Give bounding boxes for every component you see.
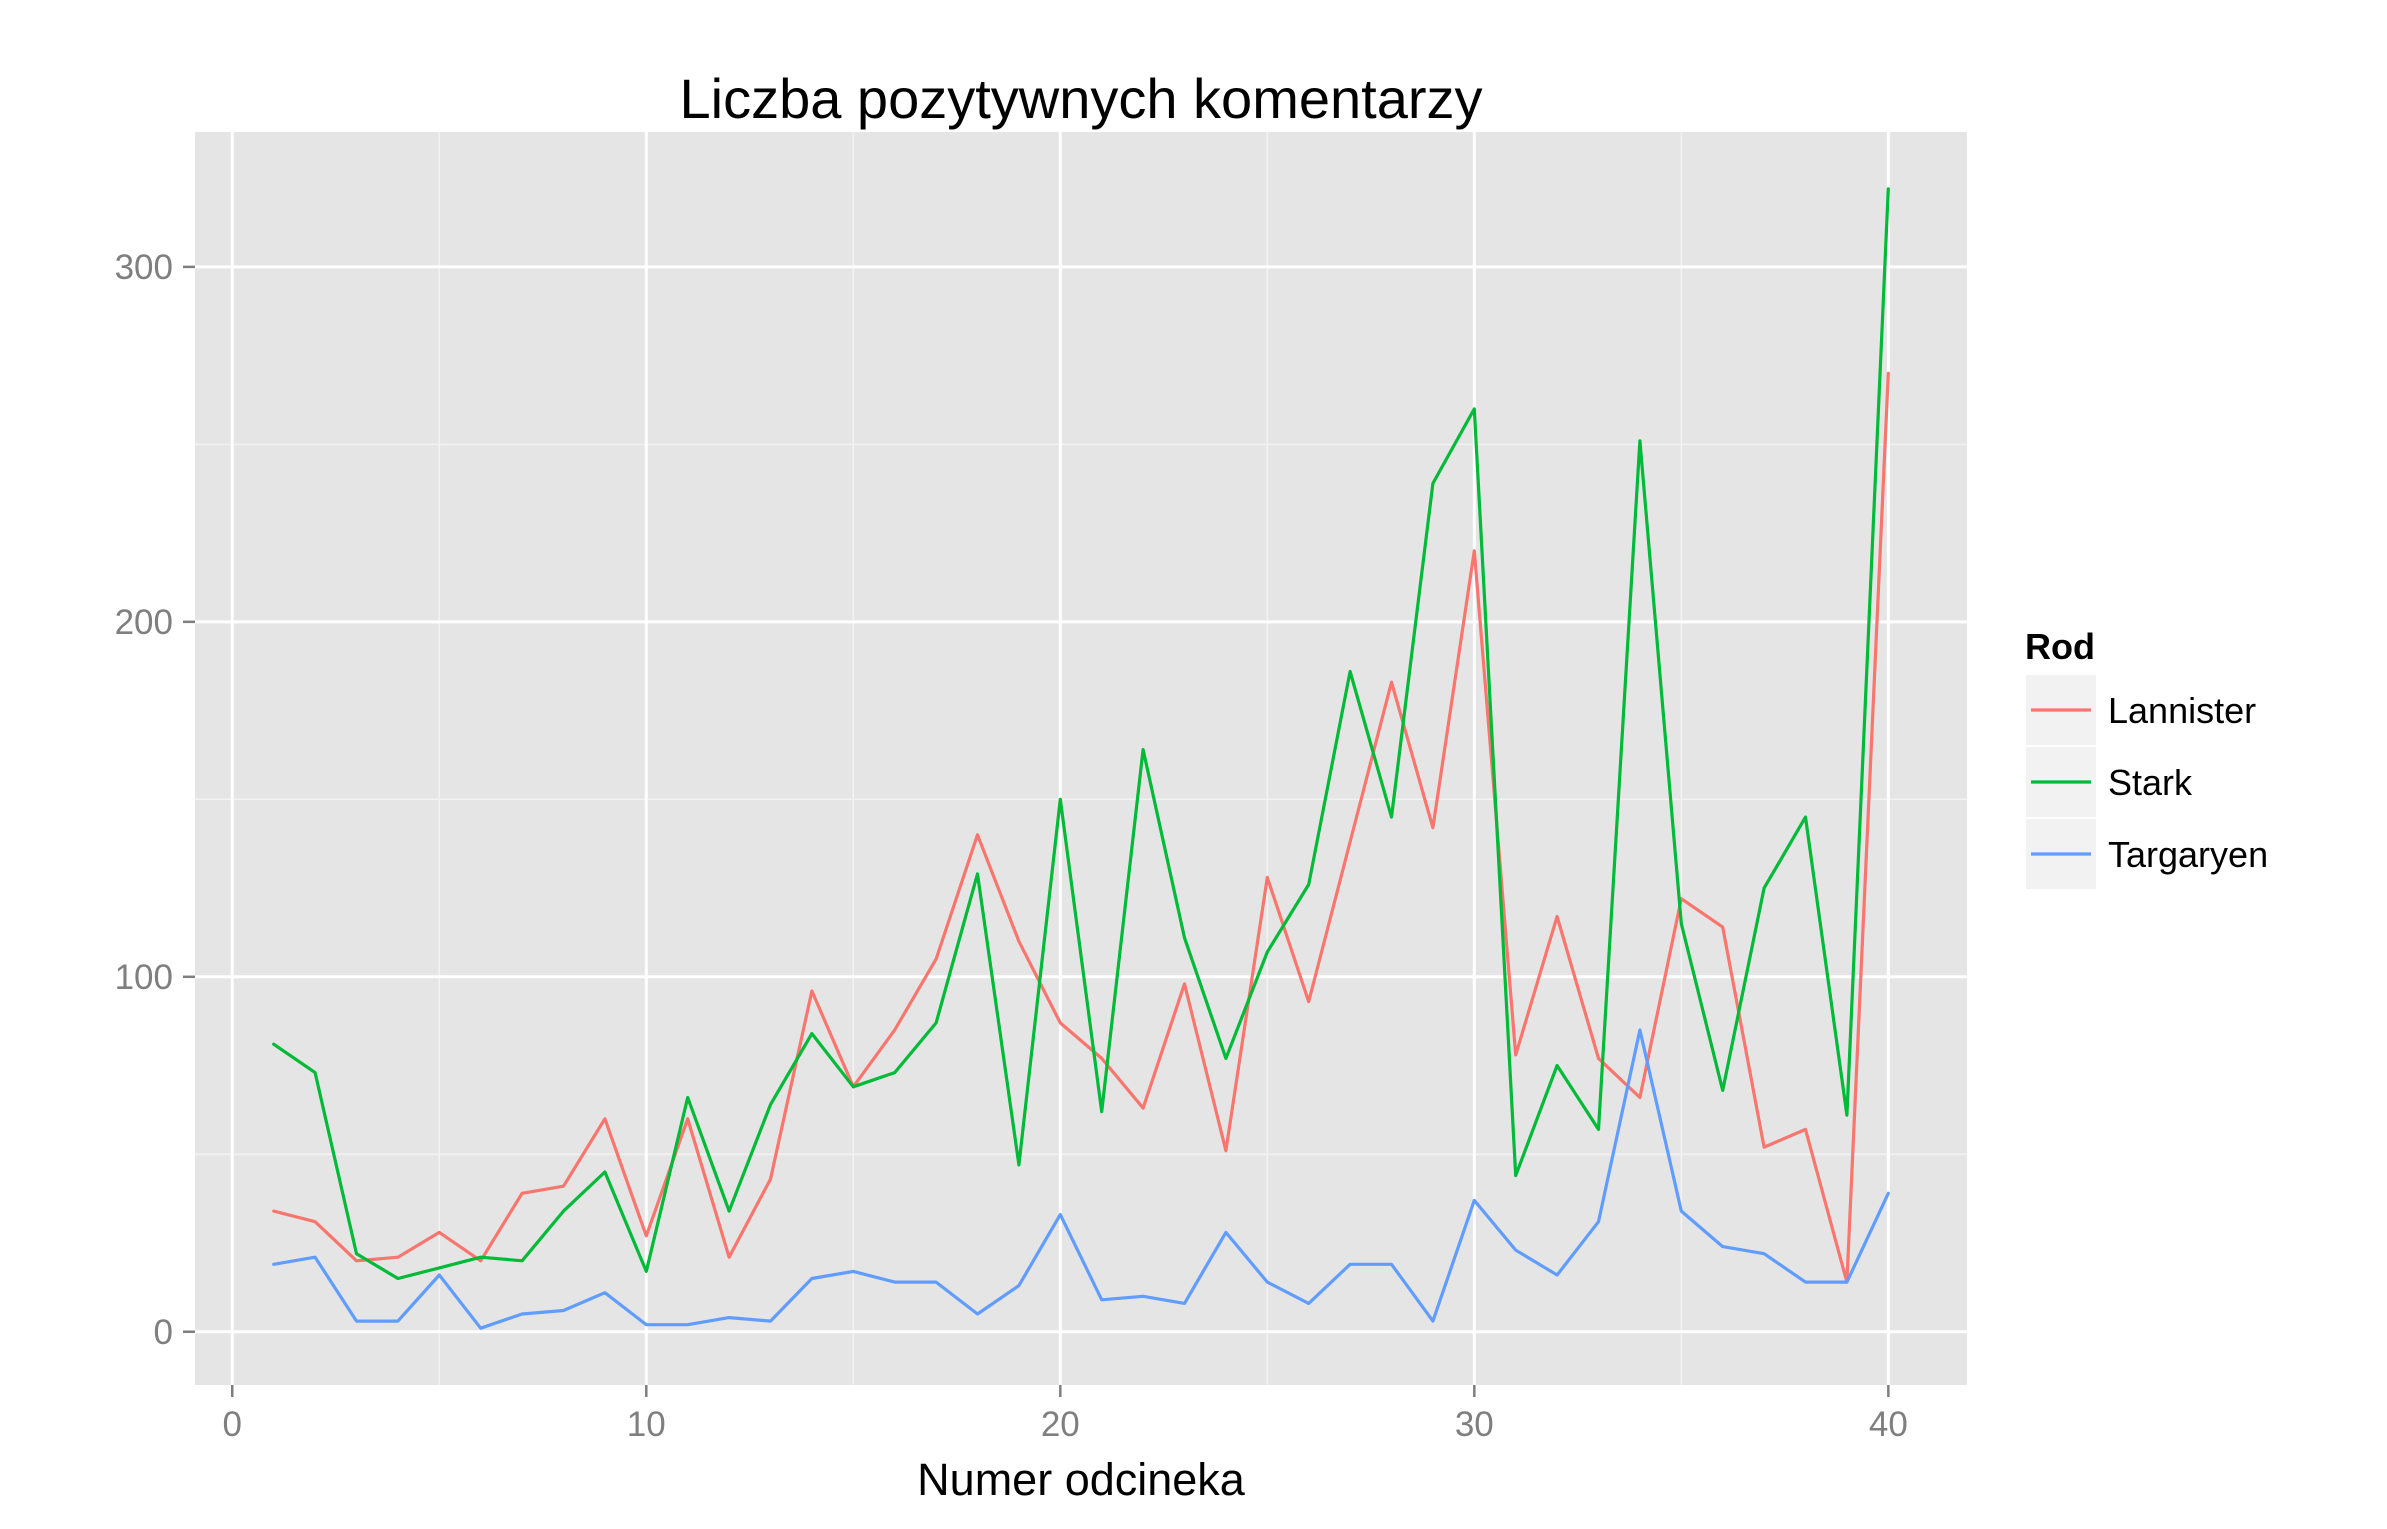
series-line-targaryen xyxy=(272,1028,1890,1330)
axis-ticks xyxy=(183,265,1890,1397)
panel-background xyxy=(195,132,1967,1385)
legend: Rod Lannister Stark Targaryen xyxy=(2024,626,2268,891)
legend-title: Rod xyxy=(2025,626,2095,667)
y-tick-label: 200 xyxy=(115,603,173,642)
legend-item-stark: Stark xyxy=(2024,745,2193,819)
legend-label: Stark xyxy=(2108,762,2193,803)
legend-label: Lannister xyxy=(2108,690,2256,731)
y-tick-label: 100 xyxy=(115,958,173,997)
x-tick-label: 30 xyxy=(1455,1405,1494,1444)
x-tick-label: 40 xyxy=(1869,1405,1908,1444)
minor-gridlines xyxy=(195,132,1967,1385)
y-tick-labels: 0 100 200 300 xyxy=(115,248,173,1352)
legend-item-lannister: Lannister xyxy=(2024,673,2256,747)
legend-label: Targaryen xyxy=(2108,834,2268,875)
x-axis-title: Numer odcineka xyxy=(917,1454,1246,1505)
y-tick-label: 300 xyxy=(115,248,173,287)
legend-items: Lannister Stark Targaryen xyxy=(2024,673,2268,891)
chart-title: Liczba pozytywnych komentarzy xyxy=(679,67,1482,130)
major-gridlines xyxy=(195,132,1967,1385)
x-tick-label: 10 xyxy=(627,1405,666,1444)
series-line-stark xyxy=(272,187,1890,1281)
series-lines xyxy=(272,187,1890,1330)
y-tick-label: 0 xyxy=(154,1313,173,1352)
x-tick-label: 0 xyxy=(223,1405,242,1444)
x-tick-label: 20 xyxy=(1041,1405,1080,1444)
series-line-lannister xyxy=(272,371,1890,1284)
legend-item-targaryen: Targaryen xyxy=(2024,817,2268,891)
x-tick-labels: 0 10 20 30 40 xyxy=(223,1405,1908,1444)
